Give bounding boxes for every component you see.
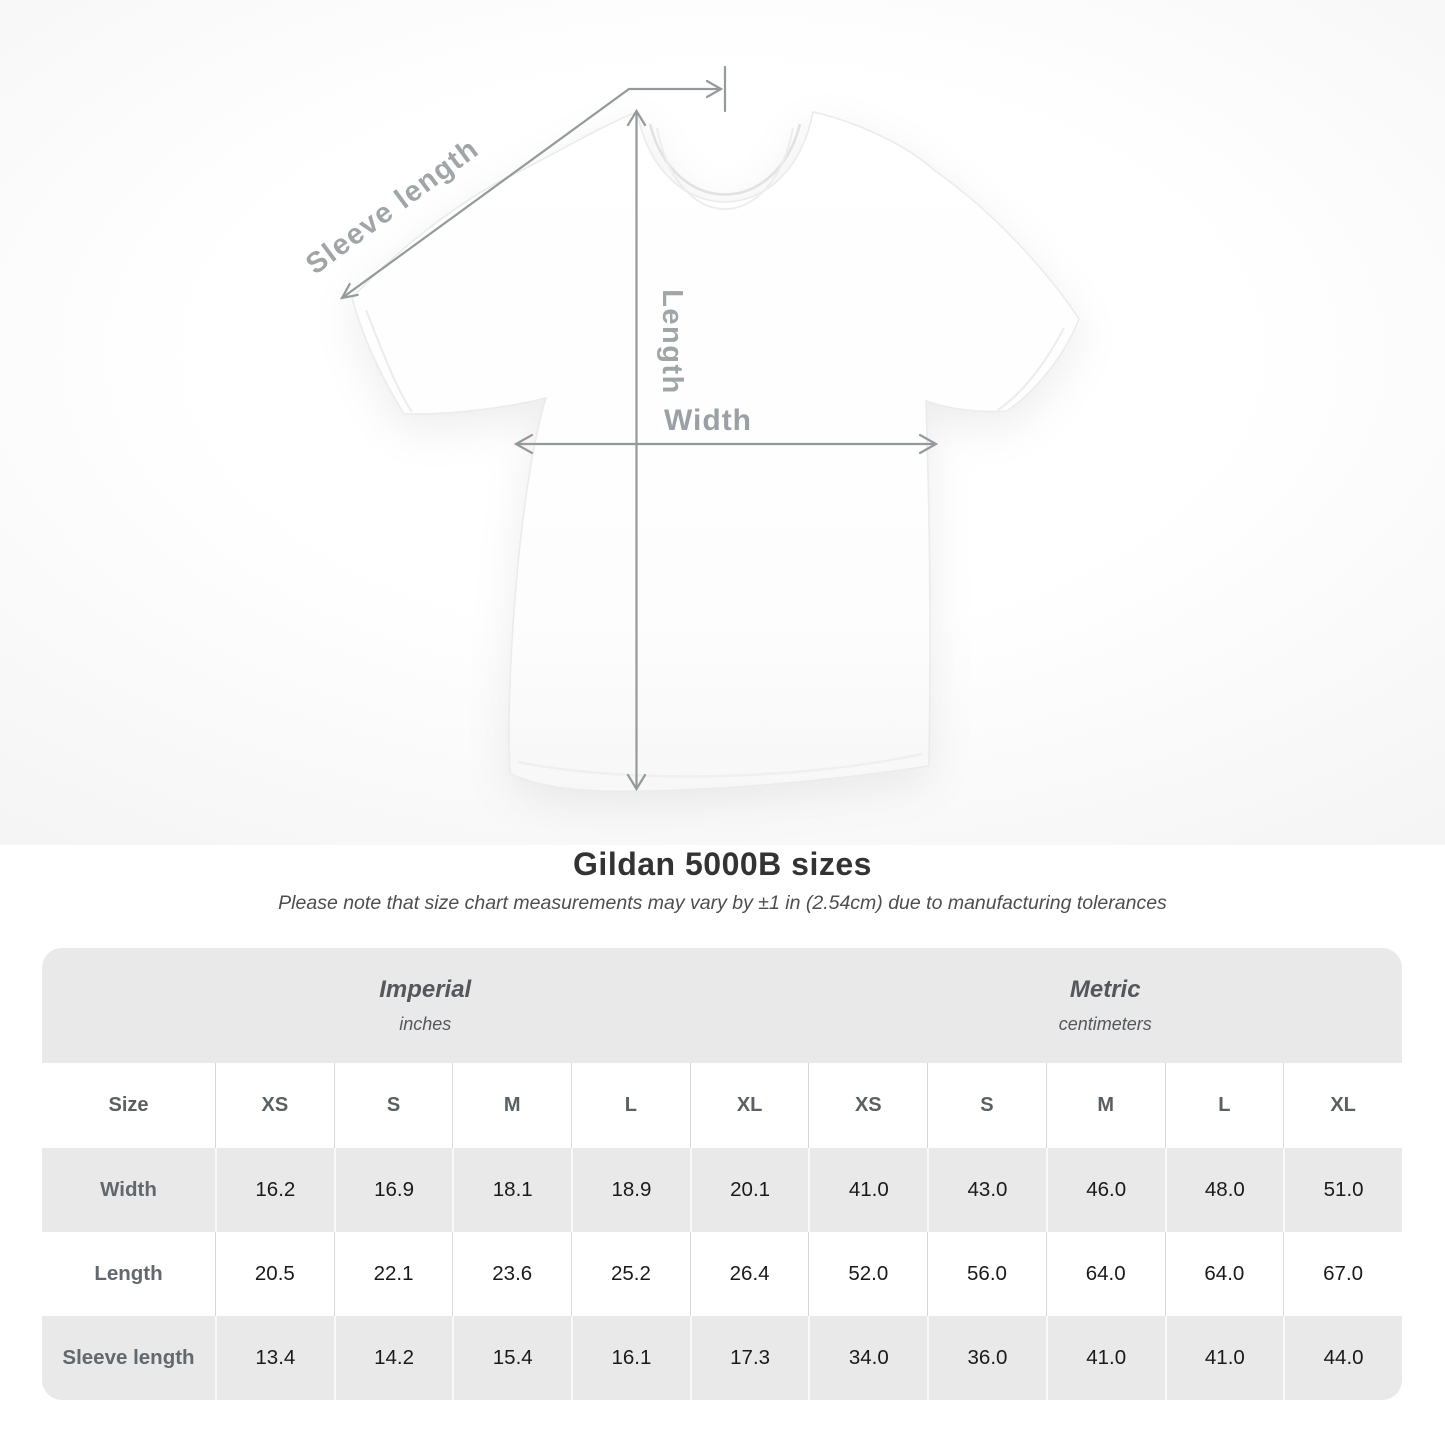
size-table: Imperial inches Metric centimeters Size … xyxy=(42,948,1402,1400)
row-label-sleeve-length: Sleeve length xyxy=(42,1316,215,1400)
col-metric-l: L xyxy=(1164,1063,1284,1148)
size-header: Size xyxy=(42,1063,215,1148)
cell: 44.0 xyxy=(1283,1316,1402,1400)
cell: 17.3 xyxy=(689,1316,809,1400)
table-row-width: Width 16.2 16.9 18.1 18.9 20.1 41.0 43.0… xyxy=(42,1148,1402,1232)
sleeve-length-arrow xyxy=(339,65,727,300)
tshirt-diagram: Sleeve length Length Width xyxy=(300,65,1080,793)
cell: 20.5 xyxy=(215,1232,334,1316)
col-imperial-xl: XL xyxy=(689,1063,809,1148)
table-row-length: Length 20.5 22.1 23.6 25.2 26.4 52.0 56.… xyxy=(42,1232,1402,1316)
page-title: Gildan 5000B sizes xyxy=(573,846,872,882)
cell: 16.2 xyxy=(215,1148,334,1232)
tshirt-silhouette xyxy=(351,110,1080,793)
collar-stitch xyxy=(656,127,794,210)
length-label: Length xyxy=(656,289,688,395)
cell: 46.0 xyxy=(1045,1148,1165,1232)
col-imperial-l: L xyxy=(571,1063,690,1148)
cell: 41.0 xyxy=(1045,1316,1165,1400)
right-cuff-stitch xyxy=(997,327,1065,411)
col-imperial-s: S xyxy=(333,1063,453,1148)
left-cuff-stitch xyxy=(365,309,413,413)
cell: 13.4 xyxy=(215,1316,334,1400)
cell: 14.2 xyxy=(333,1316,453,1400)
tshirt-illustration xyxy=(351,110,1080,793)
col-metric-xl: XL xyxy=(1283,1063,1402,1148)
cell: 48.0 xyxy=(1164,1148,1284,1232)
cell: 67.0 xyxy=(1283,1232,1402,1316)
caption-block: Gildan 5000B sizes Please note that size… xyxy=(0,846,1445,915)
cell: 20.1 xyxy=(689,1148,809,1232)
hem-stitch xyxy=(517,752,923,778)
cell: 23.6 xyxy=(452,1232,572,1316)
metric-band: Metric centimeters xyxy=(808,948,1402,1063)
col-metric-xs: XS xyxy=(808,1063,928,1148)
cell: 25.2 xyxy=(571,1232,690,1316)
cell: 34.0 xyxy=(808,1316,928,1400)
cell: 41.0 xyxy=(808,1148,928,1232)
table-row-sleeve-length: Sleeve length 13.4 14.2 15.4 16.1 17.3 3… xyxy=(42,1316,1402,1400)
cell: 64.0 xyxy=(1164,1232,1284,1316)
imperial-label: Imperial xyxy=(379,976,472,1003)
cell: 56.0 xyxy=(927,1232,1046,1316)
row-label-length: Length xyxy=(42,1232,215,1316)
length-arrow xyxy=(626,108,647,792)
unit-band-row: Imperial inches Metric centimeters xyxy=(42,948,1402,1063)
cell: 16.1 xyxy=(571,1316,690,1400)
cell: 52.0 xyxy=(808,1232,928,1316)
cell: 43.0 xyxy=(927,1148,1046,1232)
cell: 22.1 xyxy=(333,1232,453,1316)
width-arrow xyxy=(513,433,939,455)
col-metric-s: S xyxy=(927,1063,1046,1148)
col-metric-m: M xyxy=(1045,1063,1165,1148)
imperial-sublabel: inches xyxy=(399,1014,452,1034)
col-imperial-xs: XS xyxy=(215,1063,334,1148)
cell: 26.4 xyxy=(689,1232,809,1316)
cell: 51.0 xyxy=(1283,1148,1402,1232)
cell: 41.0 xyxy=(1164,1316,1284,1400)
cell: 36.0 xyxy=(927,1316,1046,1400)
metric-sublabel: centimeters xyxy=(1058,1014,1152,1034)
metric-label: Metric xyxy=(1069,976,1141,1003)
tolerance-note: Please note that size chart measurements… xyxy=(278,892,1167,914)
row-label-width: Width xyxy=(42,1148,215,1232)
size-table-container: Imperial inches Metric centimeters Size … xyxy=(42,948,1402,1400)
width-label: Width xyxy=(664,404,752,437)
col-imperial-m: M xyxy=(452,1063,572,1148)
cell: 18.9 xyxy=(571,1148,690,1232)
collar-seam xyxy=(648,123,802,196)
cell: 15.4 xyxy=(452,1316,572,1400)
imperial-band: Imperial inches xyxy=(42,948,809,1063)
tshirt-measurement-figure: Sleeve length Length Width xyxy=(0,0,1445,845)
size-header-row: Size XS S M L XL XS S M L XL xyxy=(42,1063,1402,1148)
cell: 18.1 xyxy=(452,1148,572,1232)
cell: 64.0 xyxy=(1045,1232,1165,1316)
cell: 16.9 xyxy=(333,1148,453,1232)
